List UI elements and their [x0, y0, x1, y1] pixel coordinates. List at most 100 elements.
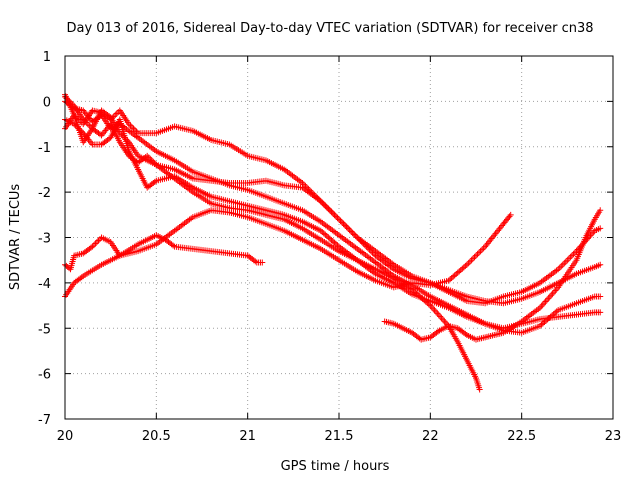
- data-point: [454, 269, 461, 276]
- data-point: [329, 238, 336, 245]
- data-point: [597, 261, 604, 268]
- data-point: [451, 272, 458, 279]
- data-point: [323, 232, 330, 239]
- data-point: [456, 268, 463, 275]
- y-tick-label: -6: [38, 368, 51, 383]
- data-point: [320, 201, 327, 208]
- x-tick-labels: 20 20.5 21 21.5 22 22.5 23: [57, 429, 622, 444]
- data-point: [460, 264, 467, 271]
- y-tick-label: 0: [43, 95, 51, 110]
- data-point: [556, 264, 563, 271]
- data-point: [329, 210, 336, 217]
- data-point: [435, 311, 442, 318]
- data-point: [476, 386, 483, 393]
- y-tick-label: -3: [38, 232, 51, 247]
- data-point: [432, 308, 439, 315]
- data-point: [336, 216, 342, 223]
- data-point: [567, 254, 574, 261]
- y-tick-label: -2: [38, 186, 51, 201]
- grid: [65, 56, 613, 419]
- series-7: [62, 91, 483, 393]
- data-point: [342, 222, 349, 229]
- data-point: [320, 230, 327, 237]
- data-point: [549, 290, 556, 297]
- data-point: [334, 214, 341, 221]
- data-point: [351, 231, 358, 238]
- data-point: [345, 225, 352, 232]
- x-tick-label: 20: [57, 429, 74, 444]
- data-point: [322, 231, 329, 238]
- data-point: [90, 242, 97, 249]
- data-point: [453, 270, 460, 277]
- data-point: [438, 315, 445, 322]
- data-point: [340, 220, 347, 227]
- data-point: [431, 307, 438, 314]
- data-point: [568, 252, 575, 259]
- data-point: [325, 234, 332, 241]
- data-point: [542, 298, 549, 305]
- data-point: [92, 240, 99, 247]
- data-point: [450, 273, 457, 280]
- data-point: [477, 248, 484, 255]
- data-point: [113, 110, 120, 117]
- data-point: [331, 239, 338, 246]
- data-point: [546, 293, 553, 300]
- y-tick-labels: -7 -6 -5 -4 -3 -2 -1 0 1: [38, 50, 51, 428]
- data-point: [543, 296, 550, 303]
- data-point: [552, 287, 559, 294]
- x-tick-label: 21.5: [325, 429, 354, 444]
- data-point: [337, 217, 344, 224]
- data-point: [437, 313, 444, 320]
- data-point: [463, 261, 470, 268]
- data-point: [541, 300, 548, 307]
- data-point: [326, 235, 333, 242]
- data-point: [597, 293, 604, 300]
- data-point: [539, 320, 546, 327]
- y-tick-label: -5: [38, 322, 51, 337]
- data-point: [507, 211, 514, 218]
- data-point: [597, 225, 604, 232]
- data-point: [479, 246, 486, 253]
- data-point: [346, 226, 353, 233]
- data-point: [352, 232, 359, 239]
- data-point: [465, 260, 472, 267]
- data-point: [441, 318, 448, 325]
- y-tick-label: -7: [38, 413, 51, 428]
- x-tick-label: 23: [605, 429, 622, 444]
- y-tick-label: -4: [38, 277, 51, 292]
- y-tick-label: 1: [43, 50, 51, 65]
- data-point: [326, 207, 333, 214]
- data-point: [348, 228, 355, 235]
- data-point: [339, 219, 346, 226]
- data-point: [369, 249, 376, 256]
- data-point: [597, 207, 604, 214]
- data-point: [559, 261, 566, 268]
- data-point: [319, 199, 326, 206]
- data-point: [476, 249, 483, 256]
- data-point: [300, 181, 307, 188]
- data-point: [325, 205, 332, 212]
- data-point: [597, 309, 604, 316]
- data-point: [565, 255, 572, 262]
- data-point: [428, 304, 435, 311]
- data-point: [480, 245, 487, 252]
- data-point: [448, 274, 455, 281]
- data-point: [558, 263, 565, 270]
- data-point: [466, 258, 473, 265]
- data-point: [538, 303, 545, 310]
- data-point: [442, 319, 449, 326]
- data-point: [548, 292, 555, 299]
- y-tick-label: -1: [38, 141, 51, 156]
- x-tick-label: 21: [239, 429, 256, 444]
- data-point: [93, 239, 100, 246]
- data-point: [328, 208, 335, 215]
- data-point: [462, 263, 469, 270]
- data-point: [97, 236, 104, 243]
- data-point: [545, 295, 552, 302]
- data-point: [332, 213, 339, 220]
- data-point: [459, 265, 466, 272]
- data-point: [561, 260, 568, 267]
- data-point: [564, 257, 571, 264]
- data-point: [430, 305, 437, 312]
